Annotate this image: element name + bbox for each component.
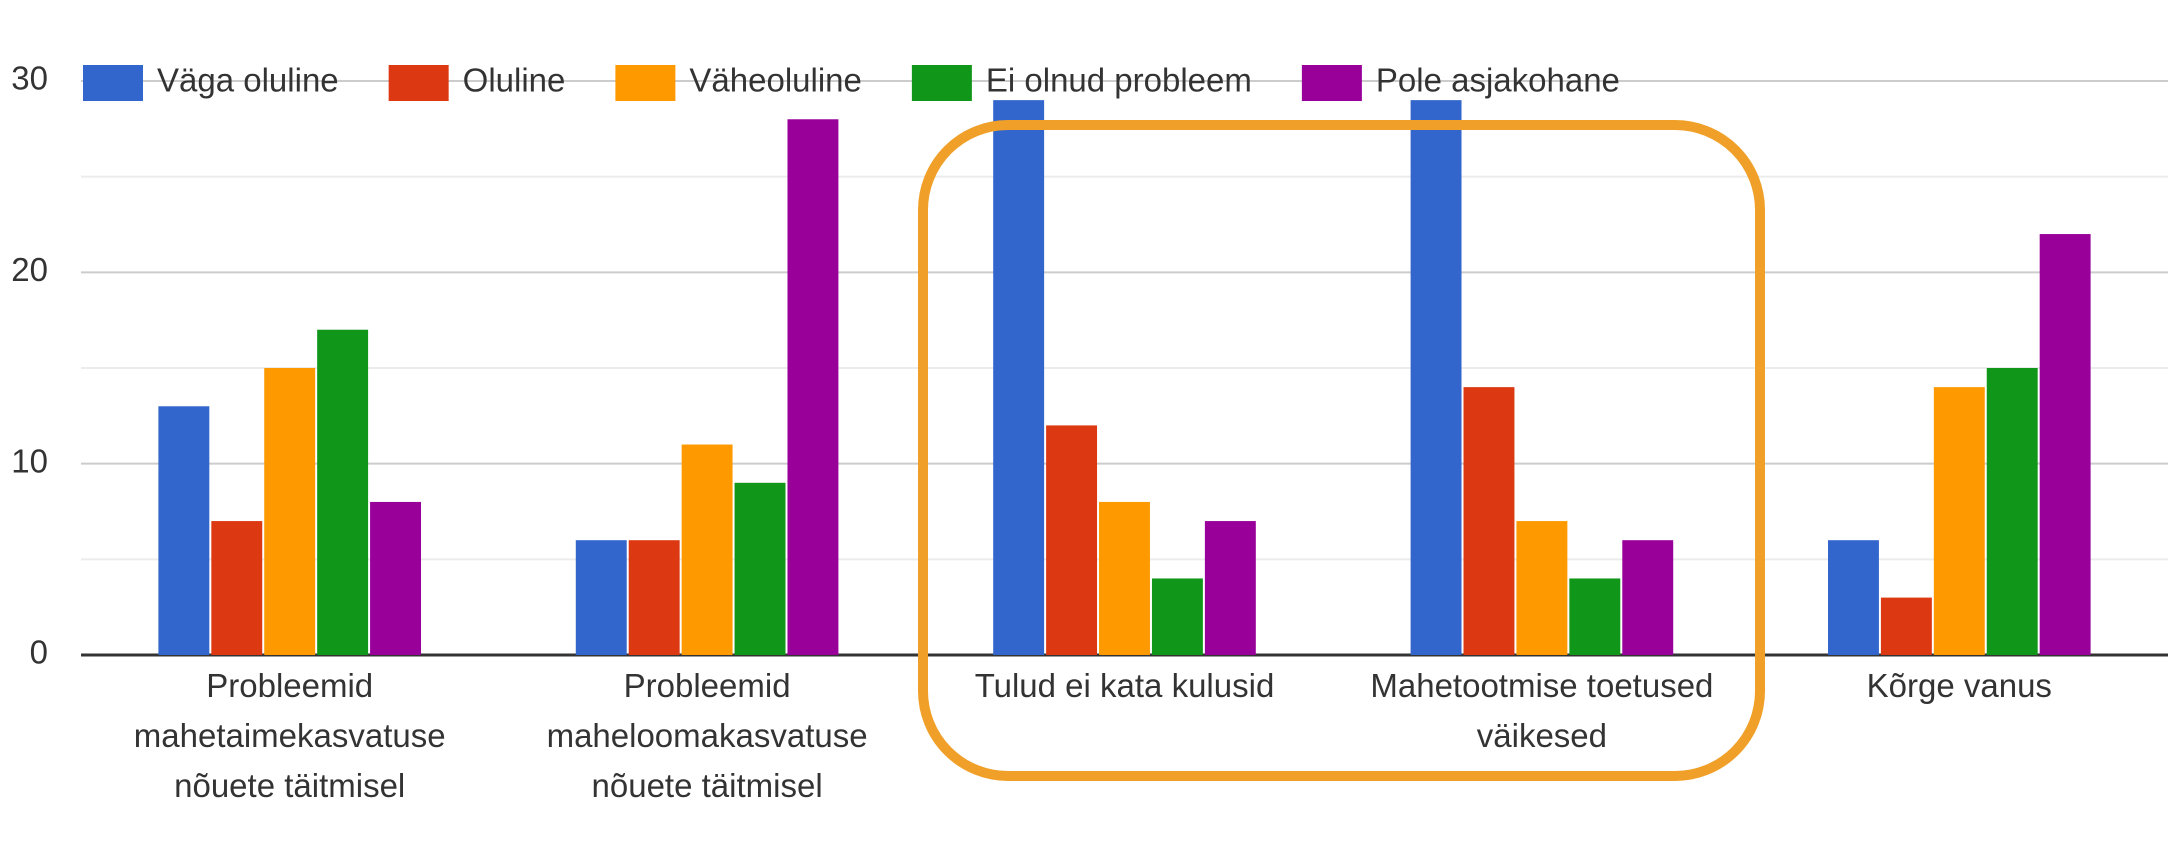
bar bbox=[2039, 234, 2091, 656]
bar bbox=[575, 540, 627, 655]
bar bbox=[1046, 425, 1098, 655]
bar bbox=[1569, 578, 1621, 655]
y-tick-label: 0 bbox=[30, 634, 48, 671]
x-tick-label: Tulud ei kata kulusid bbox=[975, 667, 1275, 704]
legend-label: Väheoluline bbox=[689, 62, 861, 99]
legend: Väga oluline Oluline Väheoluline Ei olnud p… bbox=[83, 62, 1620, 101]
legend-swatch bbox=[388, 65, 449, 101]
highlight-box bbox=[918, 120, 1765, 781]
bar bbox=[1986, 368, 2038, 655]
bar bbox=[211, 521, 263, 655]
y-tick-label: 30 bbox=[11, 60, 48, 97]
bar bbox=[681, 444, 733, 655]
x-tick-label: Kõrge vanus bbox=[1867, 667, 2052, 704]
legend-swatch bbox=[1301, 65, 1362, 101]
bar bbox=[787, 119, 839, 656]
bar bbox=[734, 482, 786, 655]
y-tick-label: 10 bbox=[11, 442, 48, 479]
legend-label: Väga oluline bbox=[157, 62, 339, 99]
bar bbox=[1204, 521, 1256, 655]
x-tick-label: Mahetootmise toetused väikesed bbox=[1370, 667, 1713, 754]
bar bbox=[1410, 100, 1462, 656]
legend-label: Pole asjakohane bbox=[1376, 62, 1620, 99]
legend-swatch bbox=[615, 65, 676, 101]
bars bbox=[158, 100, 2091, 656]
bar bbox=[1827, 540, 1879, 655]
bar bbox=[628, 540, 680, 655]
bar bbox=[264, 368, 316, 655]
bar bbox=[1516, 521, 1568, 655]
bar bbox=[1099, 501, 1150, 655]
bar bbox=[1622, 540, 1674, 655]
bar bbox=[370, 501, 422, 655]
bar bbox=[158, 406, 210, 655]
legend-swatch bbox=[911, 65, 972, 101]
x-tick-label: Probleemid mahetaimekasvatuse nõuete täitm… bbox=[134, 667, 446, 804]
y-tick-label: 20 bbox=[11, 251, 48, 288]
bar bbox=[1880, 597, 1932, 655]
bar bbox=[317, 329, 369, 655]
bar bbox=[1151, 578, 1203, 655]
legend-label: Oluline bbox=[463, 62, 566, 99]
legend-label: Ei olnud probleem bbox=[986, 62, 1252, 99]
bar bbox=[1463, 387, 1515, 655]
legend-swatch bbox=[83, 65, 143, 101]
bar bbox=[993, 100, 1045, 656]
x-tick-label: Probleemid maheloomakasvatuse nõuete täitm… bbox=[547, 667, 868, 804]
bar bbox=[1933, 387, 1985, 655]
